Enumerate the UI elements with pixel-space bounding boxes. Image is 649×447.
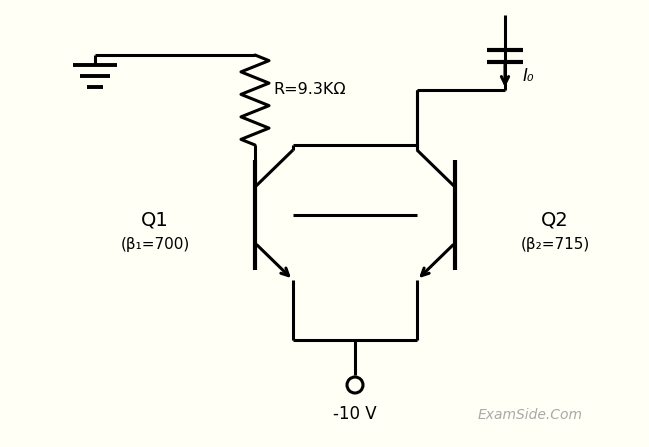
Text: -10 V: -10 V — [333, 405, 377, 423]
Text: ExamSide.Com: ExamSide.Com — [478, 408, 583, 422]
Text: Q2: Q2 — [541, 211, 569, 229]
Text: Q1: Q1 — [141, 211, 169, 229]
Text: I₀: I₀ — [523, 67, 535, 85]
Text: (β₂=715): (β₂=715) — [520, 237, 590, 253]
Text: R=9.3KΩ: R=9.3KΩ — [273, 83, 346, 97]
Text: (β₁=700): (β₁=700) — [120, 237, 190, 253]
